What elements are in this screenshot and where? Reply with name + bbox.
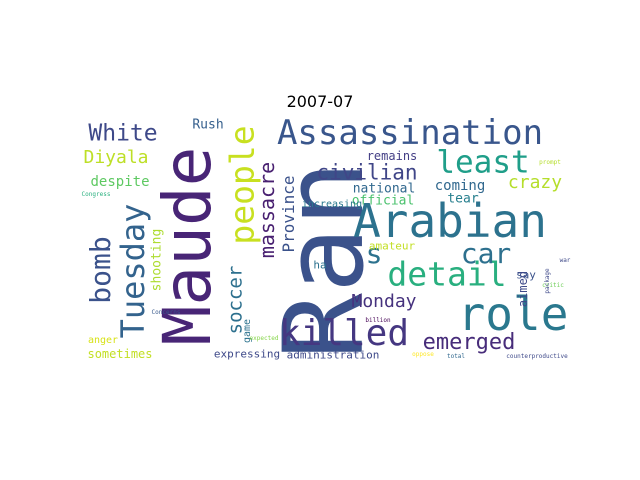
word-amateur: amateur xyxy=(368,239,416,253)
word-crazy: crazy xyxy=(507,172,563,193)
word-coming: coming xyxy=(434,178,486,194)
word-remains: remains xyxy=(366,149,418,163)
word-civilian: civilian xyxy=(316,160,418,185)
word-package: package xyxy=(544,268,551,294)
word-national: national xyxy=(352,181,416,197)
word-people: people xyxy=(222,125,262,245)
word-province: Province xyxy=(279,175,298,253)
word-sometimes: sometimes xyxy=(87,347,153,361)
word-monday: Monday xyxy=(351,291,417,312)
word-least: least xyxy=(436,144,530,181)
word-billion: billion xyxy=(365,317,391,324)
word-official: official xyxy=(351,193,415,209)
word-ha: ha xyxy=(313,258,327,272)
word-congress: Congress xyxy=(81,191,111,198)
word-massacre: massacre xyxy=(255,161,279,259)
word-total: total xyxy=(446,353,466,360)
word-s: s xyxy=(365,237,383,270)
word-anger: anger xyxy=(87,335,119,346)
word-critic: critic xyxy=(542,282,564,289)
word-tear: tear xyxy=(447,191,479,207)
word-bomb: bomb xyxy=(84,236,117,304)
word-detail: detail xyxy=(387,254,507,294)
word-administration: administration xyxy=(286,348,380,362)
word-arabian: Arabian xyxy=(353,194,547,248)
word-increasing: increasing xyxy=(301,199,363,210)
word-counterproductive: counterproductive xyxy=(506,353,568,360)
word-rush: Rush xyxy=(192,117,224,133)
word-role: role xyxy=(457,287,569,341)
word-shooting: shooting xyxy=(149,228,165,292)
word-cloud: Ran Maude Arabian role Assassination killed pe… xyxy=(80,113,571,364)
word-emerged: emerged xyxy=(422,330,516,355)
word-expressing: expressing xyxy=(213,347,281,361)
word-white: White xyxy=(88,120,158,147)
word-concerns: Concerns xyxy=(151,309,181,316)
word-war: war xyxy=(559,257,571,264)
word-car: car xyxy=(460,237,512,270)
word-tuesday: Tuesday xyxy=(114,203,152,339)
word-prompt: prompt xyxy=(539,159,561,166)
word-assassination: Assassination xyxy=(276,113,544,153)
word-diyala: Diyala xyxy=(83,147,149,168)
word-say: say xyxy=(516,268,536,282)
figure-title: 2007-07 xyxy=(286,92,354,111)
word-killed: killed xyxy=(278,313,410,354)
word-despite: despite xyxy=(90,174,150,190)
word-oppose: oppose xyxy=(412,351,434,358)
word-expected: expected xyxy=(249,335,279,342)
